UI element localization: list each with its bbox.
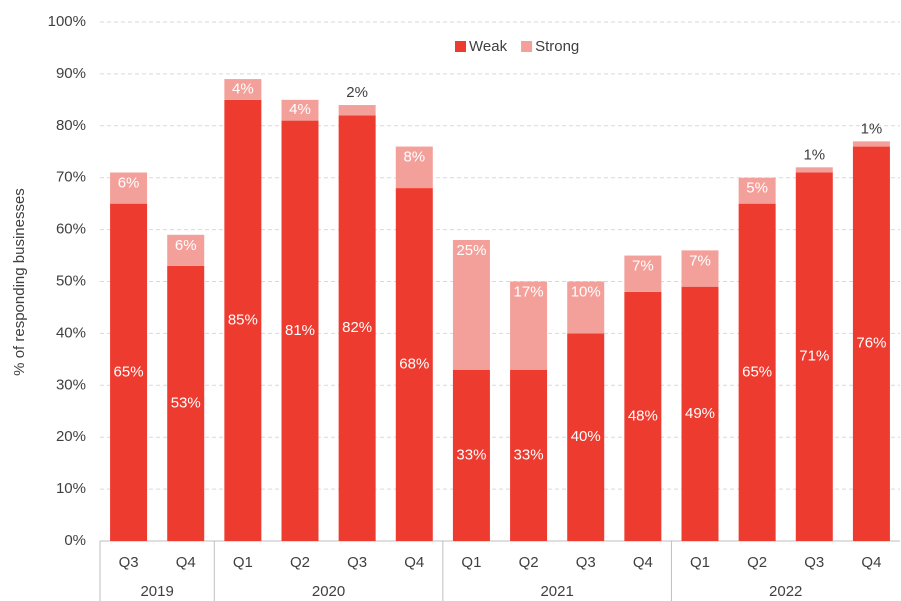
x-tick-label: Q3 <box>576 554 596 571</box>
data-label: 33% <box>456 446 486 463</box>
x-tick-label: Q3 <box>804 554 824 571</box>
y-tick-label: 40% <box>56 324 86 341</box>
y-tick-label: 20% <box>56 428 86 445</box>
data-label: 49% <box>685 405 715 422</box>
data-label: 65% <box>114 363 144 380</box>
x-tick-label: Q2 <box>747 554 767 571</box>
bar-segment <box>338 105 376 116</box>
bar-segment <box>738 203 776 541</box>
data-label: 33% <box>514 446 544 463</box>
y-tick-label: 70% <box>56 169 86 186</box>
bar-segment <box>567 333 605 541</box>
data-label: 48% <box>628 407 658 424</box>
data-label: 4% <box>232 80 254 97</box>
x-tick-label: Q1 <box>233 554 253 571</box>
bar-segment <box>395 146 433 189</box>
bar-segment <box>167 265 205 541</box>
x-tick-label: Q4 <box>633 554 653 571</box>
data-label: 5% <box>746 180 768 197</box>
year-label: 2021 <box>540 583 573 600</box>
y-tick-label: 10% <box>56 480 86 497</box>
y-tick-label: 80% <box>56 117 86 134</box>
bar-segment <box>510 281 548 370</box>
x-tick-label: Q3 <box>347 554 367 571</box>
y-tick-label: 50% <box>56 272 86 289</box>
bar-segment <box>852 141 890 147</box>
data-label: 76% <box>856 335 886 352</box>
x-tick-label: Q2 <box>290 554 310 571</box>
bar-segment <box>452 239 490 370</box>
bar-segment <box>624 255 662 292</box>
x-tick-label: Q1 <box>461 554 481 571</box>
y-tick-label: 60% <box>56 221 86 238</box>
bar-segment <box>795 167 833 173</box>
x-tick-label: Q2 <box>519 554 539 571</box>
bar-segment <box>510 369 548 541</box>
x-tick-label: Q3 <box>119 554 139 571</box>
year-label: 2022 <box>769 583 802 600</box>
y-axis-label: % of responding businesses <box>11 188 28 376</box>
bar-segment <box>567 281 605 334</box>
data-label: 7% <box>689 252 711 269</box>
legend-label: Strong <box>535 38 579 55</box>
bar-segment <box>224 99 262 541</box>
year-label: 2020 <box>312 583 345 600</box>
data-label: 7% <box>632 258 654 275</box>
bar-segment <box>681 286 719 541</box>
bar-segment <box>224 79 262 100</box>
y-tick-label: 100% <box>48 13 86 30</box>
data-label: 6% <box>175 237 197 254</box>
data-label: 40% <box>571 428 601 445</box>
bar-segment <box>395 188 433 541</box>
x-tick-label: Q4 <box>861 554 881 571</box>
data-label: 68% <box>399 356 429 373</box>
data-label: 25% <box>456 242 486 259</box>
bar-segment <box>452 369 490 541</box>
x-tick-label: Q4 <box>404 554 424 571</box>
x-tick-label: Q1 <box>690 554 710 571</box>
data-label: 71% <box>799 348 829 365</box>
year-label: 2019 <box>140 583 173 600</box>
bar-segment <box>338 115 376 542</box>
bar-segment <box>281 99 319 121</box>
data-label: 2% <box>346 84 368 101</box>
bar-segment <box>624 291 662 541</box>
bar-segment <box>738 177 776 204</box>
data-label: 8% <box>403 149 425 166</box>
bar-segment <box>852 146 890 541</box>
bar-segment <box>167 234 205 266</box>
legend-swatch <box>455 41 466 52</box>
data-label: 85% <box>228 311 258 328</box>
y-tick-label: 90% <box>56 65 86 82</box>
data-label: 65% <box>742 363 772 380</box>
bar-segment <box>110 203 148 541</box>
bar-segment <box>795 172 833 541</box>
data-label: 1% <box>803 146 825 163</box>
bar-segment <box>681 250 719 287</box>
legend-label: Weak <box>469 38 508 55</box>
x-tick-label: Q4 <box>176 554 196 571</box>
bar-segment <box>110 172 148 204</box>
data-label: 6% <box>118 174 140 191</box>
y-tick-label: 0% <box>64 532 86 549</box>
data-label: 53% <box>171 394 201 411</box>
y-tick-label: 30% <box>56 376 86 393</box>
legend-swatch <box>521 41 533 52</box>
data-label: 4% <box>289 101 311 118</box>
data-label: 1% <box>861 120 883 137</box>
data-label: 17% <box>514 283 544 300</box>
data-label: 10% <box>571 283 601 300</box>
data-label: 82% <box>342 319 372 336</box>
bar-segment <box>281 120 319 542</box>
data-label: 81% <box>285 322 315 339</box>
